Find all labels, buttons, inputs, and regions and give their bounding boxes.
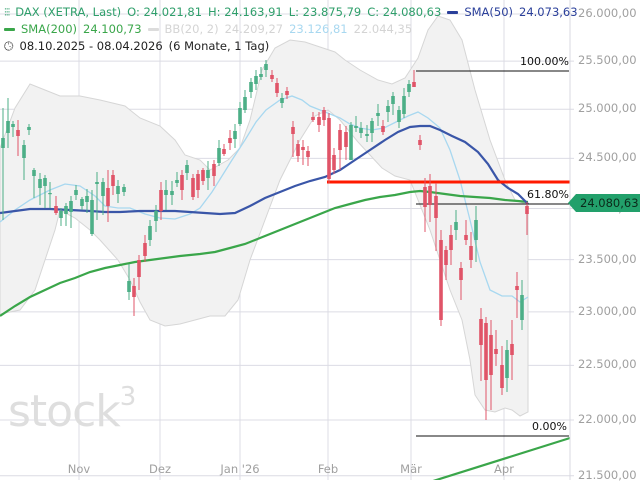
- sma50-swatch: [447, 11, 459, 14]
- chart-legend: ⫶⫶⫶ DAX (XETRA, Last) O: 24.021,81 H: 24…: [4, 4, 578, 55]
- bb-swatch: [147, 28, 159, 31]
- last-price-tag: 24.080,63: [568, 194, 640, 212]
- fib-0-label: 0.00%: [532, 420, 567, 433]
- y-tick-label: 26.000,00: [578, 6, 637, 20]
- bollinger-middle-line: [0, 95, 529, 303]
- ohlc-low: L: 23.875,79: [288, 5, 362, 19]
- x-tick-label: Apr: [494, 462, 514, 476]
- x-tick-label: Feb: [317, 462, 339, 476]
- y-tick-label: 24.500,00: [578, 150, 637, 165]
- sma50-value: 24.073,63: [519, 5, 578, 19]
- ohlc-close: C: 24.080,63: [367, 5, 442, 19]
- ohlc-open: O: 24.021,81: [127, 5, 203, 19]
- legend-row-ohlc: ⫶⫶⫶ DAX (XETRA, Last) O: 24.021,81 H: 24…: [4, 4, 578, 21]
- fib-100-label: 100.00%: [520, 55, 569, 68]
- legend-row-range: 🕓︎ 08.10.2025 - 08.04.2026 (6 Monate, 1 …: [4, 38, 578, 55]
- instrument-name: DAX (XETRA, Last): [15, 5, 122, 19]
- x-tick-label: Mär: [400, 462, 422, 476]
- legend-row-indicators: SMA(200) 24.100,73 BB(20, 2) 24.209,27 2…: [4, 21, 578, 38]
- bb-mid-value: 23.126,81: [289, 22, 348, 36]
- bb-label[interactable]: BB(20, 2): [164, 22, 219, 36]
- x-tick-label: Dez: [149, 462, 171, 476]
- fib-618-label: 61.80%: [527, 188, 569, 201]
- bb-upper-value: 24.209,27: [224, 22, 284, 36]
- x-tick-label: Nov: [67, 462, 91, 476]
- sma50-label[interactable]: SMA(50): [464, 5, 514, 19]
- date-range-detail: (6 Monate, 1 Tag): [168, 39, 270, 53]
- clock-icon[interactable]: 🕓︎: [4, 39, 14, 53]
- x-tick-label: Jan '26: [220, 462, 260, 476]
- y-tick-label: 23.000,00: [578, 303, 637, 318]
- bollinger-band: [0, 15, 529, 417]
- bb-lower-value: 22.044,35: [353, 22, 413, 36]
- sma200-line: [0, 189, 529, 317]
- date-range[interactable]: 08.10.2025 - 08.04.2026: [19, 39, 163, 53]
- y-tick-label: 25.500,00: [578, 53, 637, 68]
- sma200-value: 24.100,73: [83, 22, 142, 36]
- candlesticks: [1, 60, 529, 420]
- ohlc-high: H: 24.163,91: [208, 5, 283, 19]
- stock3-watermark: stock3: [8, 382, 136, 437]
- trend-line: [432, 436, 571, 480]
- sma200-swatch: [4, 28, 15, 31]
- y-tick-label: 25.000,00: [578, 101, 637, 116]
- y-tick-label: 22.500,00: [578, 357, 637, 372]
- y-tick-label: 23.500,00: [578, 251, 637, 266]
- y-tick-label: 21.500,00: [578, 467, 637, 482]
- sma200-label[interactable]: SMA(200): [21, 22, 78, 36]
- candlestick-icon[interactable]: ⫶⫶⫶: [4, 6, 10, 19]
- y-tick-label: 22.000,00: [578, 411, 637, 426]
